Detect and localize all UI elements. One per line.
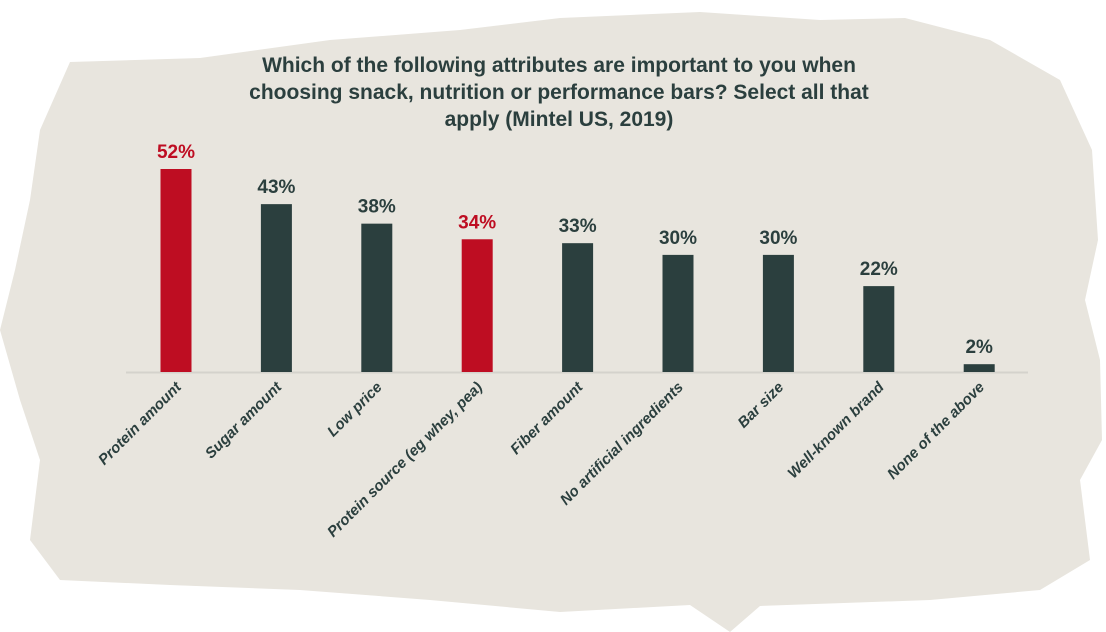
data-label: 52% (157, 142, 195, 163)
bar (963, 364, 995, 372)
chart-title-line: apply (Mintel US, 2019) (445, 108, 674, 131)
bar (863, 286, 895, 372)
data-label: 33% (559, 216, 597, 237)
data-label: 38% (358, 197, 396, 218)
bar (562, 243, 594, 372)
bar (160, 169, 192, 372)
chart-title-line: Which of the following attributes are im… (262, 54, 856, 77)
bar (461, 239, 493, 372)
bar (361, 223, 393, 372)
data-label: 43% (257, 177, 295, 198)
bar (260, 204, 292, 372)
data-label: 30% (659, 228, 697, 249)
background-brush-shape (0, 12, 1102, 632)
bar (662, 254, 694, 372)
chart-title-line: choosing snack, nutrition or performance… (249, 81, 869, 104)
data-label: 34% (458, 212, 496, 233)
data-label: 30% (759, 228, 797, 249)
data-label: 2% (965, 337, 993, 358)
data-label: 22% (860, 259, 898, 280)
bar (762, 254, 794, 372)
